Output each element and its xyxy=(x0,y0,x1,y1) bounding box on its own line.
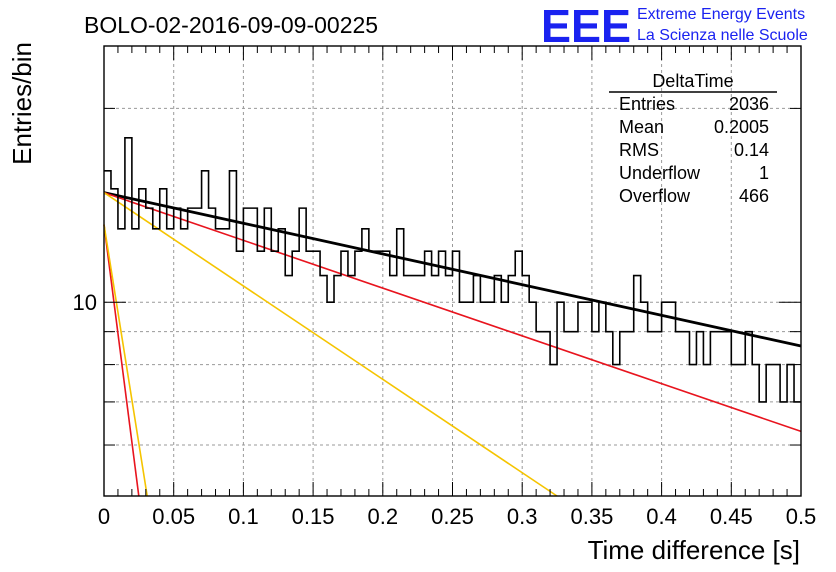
stats-row-value: 466 xyxy=(739,186,769,206)
stats-row-label: Underflow xyxy=(619,163,701,183)
y-tick-label: 10 xyxy=(73,290,97,315)
stats-row-value: 1 xyxy=(759,163,769,183)
x-tick-label: 0.3 xyxy=(507,504,538,529)
x-tick-label: 0.05 xyxy=(152,504,195,529)
eee-logo: EEE Extreme Energy Events La Scienza nel… xyxy=(541,0,808,52)
stats-row-value: 2036 xyxy=(729,94,769,114)
x-tick-label: 0.1 xyxy=(228,504,259,529)
x-tick-label: 0 xyxy=(98,504,110,529)
stats-box-rows: Entries 2036 Mean 0.2005 RMS 0.14 Underflow 1 Ov… xyxy=(619,94,769,206)
logo-line-1: Extreme Energy Events xyxy=(637,6,805,23)
stats-box: DeltaTime Entries 2036 Mean 0.2005 RMS 0.14 Un… xyxy=(609,71,777,206)
x-tick-label: 0.45 xyxy=(710,504,753,529)
stats-row-label: Entries xyxy=(619,94,675,114)
x-tick-label: 0.4 xyxy=(646,504,677,529)
stats-row-label: Overflow xyxy=(619,186,691,206)
plot-frame xyxy=(103,45,802,497)
stats-row-value: 0.2005 xyxy=(714,117,769,137)
x-tick-label: 0.5 xyxy=(786,504,817,529)
x-tick-label: 0.15 xyxy=(292,504,335,529)
histogram-title: BOLO-02-2016-09-09-00225 xyxy=(84,12,378,38)
logo-line-2: La Scienza nelle Scuole xyxy=(637,27,808,44)
x-tick-label: 0.35 xyxy=(570,504,613,529)
x-tick-label: 0.2 xyxy=(368,504,399,529)
x-tick-label: 0.25 xyxy=(431,504,474,529)
fit-curve-5 xyxy=(103,224,148,497)
stats-row-label: RMS xyxy=(619,140,659,160)
histogram-step-line xyxy=(104,137,801,403)
eee-logo-mark: EEE xyxy=(541,0,631,52)
fit-curve-4 xyxy=(103,191,558,497)
x-axis-title: Time difference [s] xyxy=(588,535,800,565)
histogram-bars xyxy=(104,137,801,403)
plot-border xyxy=(103,45,802,497)
stats-box-title: DeltaTime xyxy=(652,71,733,91)
stats-row-label: Mean xyxy=(619,117,664,137)
x-axis-tick-labels: 0 0.05 0.1 0.15 0.2 0.25 0.3 0.35 0.4 0.45 0.5 xyxy=(98,504,816,529)
y-axis-title: Entries/bin xyxy=(7,42,37,165)
fit-curve-3 xyxy=(103,224,140,497)
stats-row-value: 0.14 xyxy=(734,140,769,160)
y-axis-tick-labels: 10 xyxy=(73,290,97,315)
fit-curve-2 xyxy=(103,191,802,433)
